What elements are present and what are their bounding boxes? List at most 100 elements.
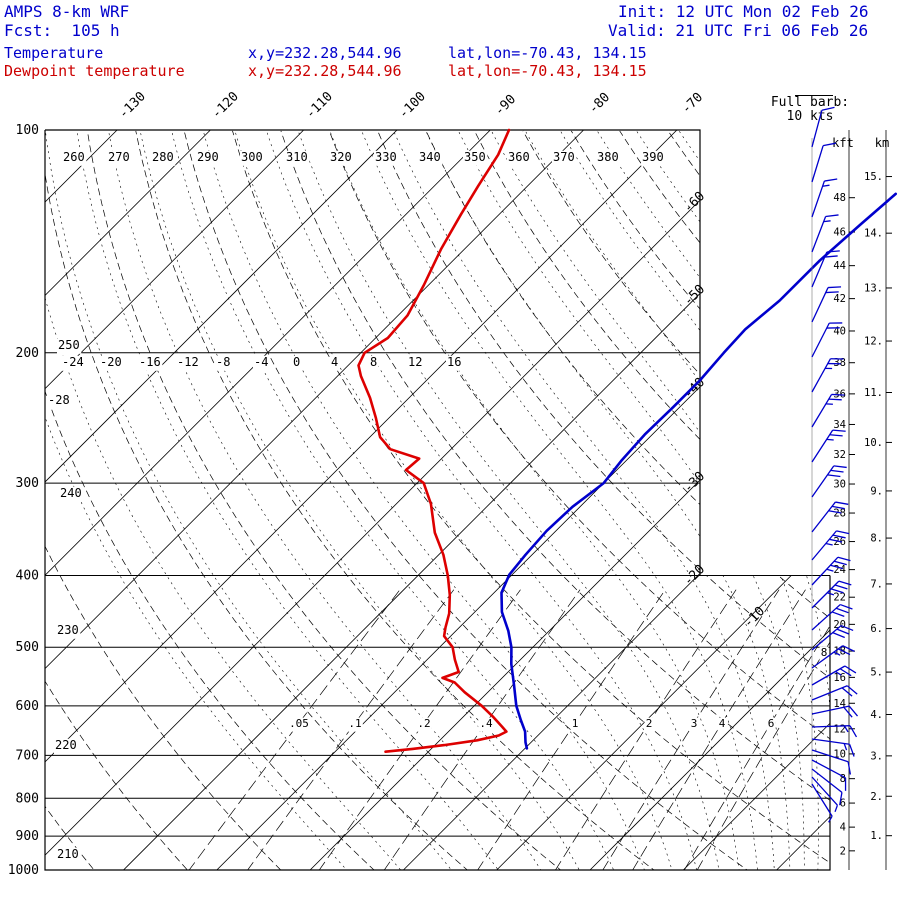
dry-adiabat-line: [87, 130, 581, 870]
label-background: [215, 355, 232, 371]
km-tick-label: 15.: [864, 171, 883, 183]
wind-barb: [811, 725, 858, 738]
kft-tick-label: 14: [833, 698, 846, 710]
moist-adiabat-label: -24: [62, 355, 84, 369]
theta-label-top: 320: [330, 150, 352, 164]
wind-barb: [811, 178, 838, 218]
km-tick-label: 9.: [870, 485, 883, 497]
isotherm-label-right: -40: [681, 375, 708, 402]
moist-adiabat-line: [45, 130, 462, 870]
theta-label-left: 240: [60, 486, 82, 500]
theta-label-top: 270: [108, 150, 130, 164]
moist-adiabat-label: -12: [177, 355, 199, 369]
moist-adiabat-label: -28: [48, 393, 70, 407]
km-tick-label: 4.: [870, 709, 883, 721]
isotherm-line: [45, 130, 771, 870]
wind-barb: [811, 738, 855, 757]
isotherm-line: [45, 130, 584, 870]
dry-adiabat-line: [45, 130, 486, 870]
wind-barb: [811, 322, 843, 358]
pressure-tick-label: 300: [16, 476, 39, 491]
kft-tick-label: 16: [833, 672, 846, 684]
wind-barb: [811, 250, 840, 288]
km-tick-label: 6.: [870, 623, 883, 635]
label-background: [99, 355, 124, 371]
mixing-ratio-label: .4: [479, 717, 493, 730]
mixing-ratio-label: .1: [348, 717, 361, 730]
wind-barb: [811, 465, 847, 498]
isotherm-line: [403, 130, 830, 870]
dry-adiabat-line: [328, 130, 830, 870]
mixing-ratio-line: [373, 589, 581, 870]
label-background: [56, 623, 81, 639]
label-background: [347, 717, 363, 732]
dry-adiabat-line: [425, 130, 830, 870]
mixing-ratio-line: [177, 589, 401, 870]
label-background: [446, 355, 463, 371]
label-background: [478, 717, 494, 732]
wind-barb: [811, 603, 853, 631]
kft-tick-label: 4: [840, 822, 846, 834]
moist-adiabat-label: -8: [216, 355, 230, 369]
km-axis-label: km: [875, 136, 889, 150]
km-tick-label: 12.: [864, 336, 883, 348]
model-title: AMPS 8-km WRF: [4, 2, 130, 21]
kft-tick-label: 18: [833, 646, 846, 658]
wind-barb: [811, 783, 833, 823]
kft-tick-label: 28: [833, 508, 846, 520]
kft-tick-label: 46: [833, 227, 846, 239]
theta-label-top: 300: [241, 150, 263, 164]
moist-adiabat-line: [357, 130, 759, 870]
theta-label-top: 390: [642, 150, 664, 164]
theta-label-top: 350: [464, 150, 486, 164]
mixing-ratio-label: 4: [719, 717, 726, 730]
label-background: [717, 717, 727, 732]
isotherm-label-right: -50: [681, 282, 708, 309]
label-background: [240, 150, 265, 166]
wind-barb: [811, 685, 858, 701]
isotherm-line: [683, 130, 830, 870]
mixing-ratio-line: [235, 589, 455, 870]
wind-barb: [811, 768, 843, 806]
kft-tick-label: 32: [833, 449, 846, 461]
wind-barb: [811, 214, 839, 253]
mixing-ratio-label: 1: [572, 717, 579, 730]
theta-label-left: 220: [55, 738, 77, 752]
pressure-tick-label: 100: [16, 123, 39, 138]
dry-adiabat-line: [667, 130, 830, 870]
dewpoint-latlon: lat,lon=-70.43, 134.15: [448, 62, 647, 80]
dry-adiabat-line: [619, 130, 830, 870]
label-background: [151, 150, 176, 166]
label-background: [689, 717, 699, 732]
theta-label-left: 230: [57, 623, 79, 637]
moist-adiabat-line: [294, 130, 722, 870]
isotherm-label-right: -60: [681, 189, 708, 216]
kft-tick-label: 34: [833, 419, 846, 431]
wind-barb: [811, 501, 849, 533]
moist-adiabat-label: -20: [100, 355, 122, 369]
moist-adiabat-line: [453, 130, 805, 870]
km-tick-label: 10.: [864, 437, 883, 449]
moist-adiabat-label: -16: [139, 355, 161, 369]
dry-adiabat-line: [474, 130, 830, 870]
pressure-tick-label: 600: [16, 699, 39, 714]
dry-adiabat-line: [45, 485, 297, 870]
theta-label-top: 380: [597, 150, 619, 164]
moist-adiabat-line: [421, 130, 791, 870]
km-tick-label: 13.: [864, 282, 883, 294]
moist-adiabat-line: [45, 130, 359, 870]
moist-adiabat-label: 16: [447, 355, 461, 369]
mixing-ratio-label: .05: [289, 717, 309, 730]
moist-adiabat-label: 4: [331, 355, 338, 369]
km-tick-label: 5.: [870, 667, 883, 679]
label-background: [47, 393, 72, 409]
label-background: [819, 646, 829, 661]
label-background: [107, 150, 132, 166]
moist-adiabat-label: 8: [370, 355, 377, 369]
kft-tick-label: 2: [840, 845, 846, 857]
label-background: [570, 717, 580, 732]
mixing-ratio-label: 2: [646, 717, 653, 730]
dry-adiabat-line: [183, 130, 770, 870]
isotherm-line: [45, 130, 211, 870]
dry-adiabat-line: [522, 130, 830, 870]
